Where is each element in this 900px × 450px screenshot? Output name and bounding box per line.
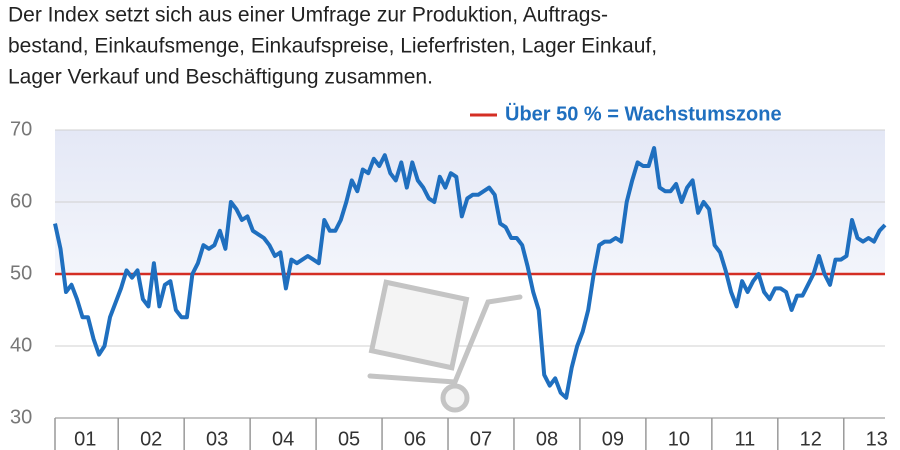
x-tick-label: 02 bbox=[140, 428, 162, 450]
x-tick-label: 03 bbox=[206, 428, 228, 450]
title-line: Lager Verkauf und Beschäftigung zusammen… bbox=[8, 66, 433, 89]
y-tick-label: 50 bbox=[10, 262, 32, 284]
y-tick-label: 70 bbox=[10, 118, 32, 140]
x-tick-label: 08 bbox=[536, 428, 558, 450]
y-tick-label: 60 bbox=[10, 190, 32, 212]
x-tick-label: 01 bbox=[74, 428, 96, 450]
x-tick-label: 04 bbox=[272, 428, 294, 450]
x-tick-label: 06 bbox=[404, 428, 426, 450]
x-tick-label: 07 bbox=[470, 428, 492, 450]
x-tick-label: 11 bbox=[734, 428, 755, 450]
index-line bbox=[53, 146, 887, 400]
y-tick-label: 40 bbox=[10, 334, 32, 356]
plot-area: 30 40 50 60 70 Über 50 % = Wachstumszone 01 02 0… bbox=[10, 102, 888, 450]
title-line: bestand, Einkaufsmenge, Einkaufspreise, … bbox=[8, 35, 657, 58]
x-tick-label: 05 bbox=[338, 428, 360, 450]
legend-label: Über 50 % = Wachstumszone bbox=[505, 102, 782, 125]
x-tick-label: 13 bbox=[866, 428, 888, 450]
hand-truck-illustration bbox=[367, 279, 523, 413]
x-tick-label: 10 bbox=[668, 428, 690, 450]
title-line: Der Index setzt sich aus einer Umfrage z… bbox=[8, 4, 608, 27]
x-tick-label: 09 bbox=[602, 428, 624, 450]
y-tick-label: 30 bbox=[10, 406, 32, 428]
x-tick-label: 12 bbox=[800, 428, 822, 450]
